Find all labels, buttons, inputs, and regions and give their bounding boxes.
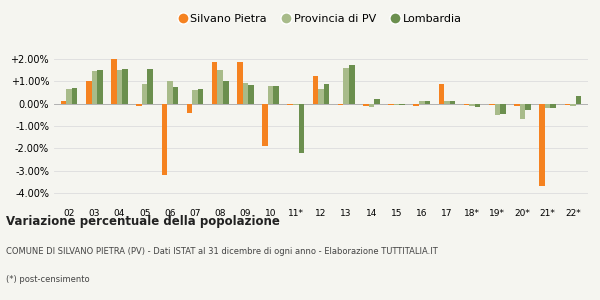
Bar xyxy=(111,59,117,104)
Bar xyxy=(92,71,97,104)
Bar xyxy=(148,69,153,104)
Bar xyxy=(545,104,550,108)
Text: Variazione percentuale della popolazione: Variazione percentuale della popolazione xyxy=(6,214,280,227)
Bar xyxy=(192,90,198,104)
Bar xyxy=(97,70,103,104)
Bar xyxy=(394,104,400,105)
Bar xyxy=(161,104,167,175)
Bar xyxy=(198,89,203,104)
Bar xyxy=(237,62,242,104)
Bar xyxy=(520,104,525,119)
Bar xyxy=(575,96,581,104)
Bar xyxy=(450,101,455,104)
Bar xyxy=(494,104,500,115)
Bar xyxy=(212,62,217,104)
Bar xyxy=(287,104,293,105)
Bar xyxy=(374,99,380,104)
Bar xyxy=(223,81,229,104)
Bar xyxy=(469,104,475,106)
Bar xyxy=(61,101,67,104)
Text: (*) post-censimento: (*) post-censimento xyxy=(6,274,89,284)
Bar xyxy=(274,86,279,104)
Bar xyxy=(67,89,72,104)
Bar xyxy=(167,81,173,104)
Bar xyxy=(514,104,520,106)
Bar xyxy=(525,104,531,110)
Bar xyxy=(217,70,223,104)
Bar xyxy=(489,104,494,105)
Bar xyxy=(565,104,570,105)
Bar xyxy=(368,104,374,107)
Bar xyxy=(248,85,254,104)
Bar xyxy=(313,76,318,104)
Bar xyxy=(419,101,425,104)
Bar xyxy=(500,104,506,114)
Bar xyxy=(293,104,299,105)
Bar xyxy=(425,101,430,104)
Bar xyxy=(122,69,128,104)
Bar xyxy=(86,81,92,104)
Bar xyxy=(439,84,444,104)
Bar xyxy=(262,104,268,146)
Bar xyxy=(136,104,142,106)
Bar xyxy=(570,104,575,106)
Bar xyxy=(242,82,248,104)
Bar xyxy=(388,104,394,105)
Bar xyxy=(318,89,324,104)
Bar xyxy=(343,68,349,104)
Bar xyxy=(117,70,122,104)
Bar xyxy=(72,88,77,104)
Bar xyxy=(400,104,405,105)
Bar xyxy=(413,104,419,106)
Bar xyxy=(539,104,545,186)
Bar xyxy=(187,104,192,112)
Bar xyxy=(464,104,469,105)
Bar xyxy=(338,104,343,105)
Bar xyxy=(550,104,556,108)
Bar xyxy=(349,65,355,104)
Bar xyxy=(142,84,148,104)
Bar xyxy=(173,87,178,104)
Bar xyxy=(363,104,368,106)
Bar xyxy=(444,101,450,104)
Bar xyxy=(299,104,304,153)
Bar xyxy=(268,86,274,104)
Text: COMUNE DI SILVANO PIETRA (PV) - Dati ISTAT al 31 dicembre di ogni anno - Elabora: COMUNE DI SILVANO PIETRA (PV) - Dati IST… xyxy=(6,248,438,256)
Legend: Silvano Pietra, Provincia di PV, Lombardia: Silvano Pietra, Provincia di PV, Lombard… xyxy=(176,10,466,29)
Bar xyxy=(324,84,329,104)
Bar xyxy=(475,104,481,107)
